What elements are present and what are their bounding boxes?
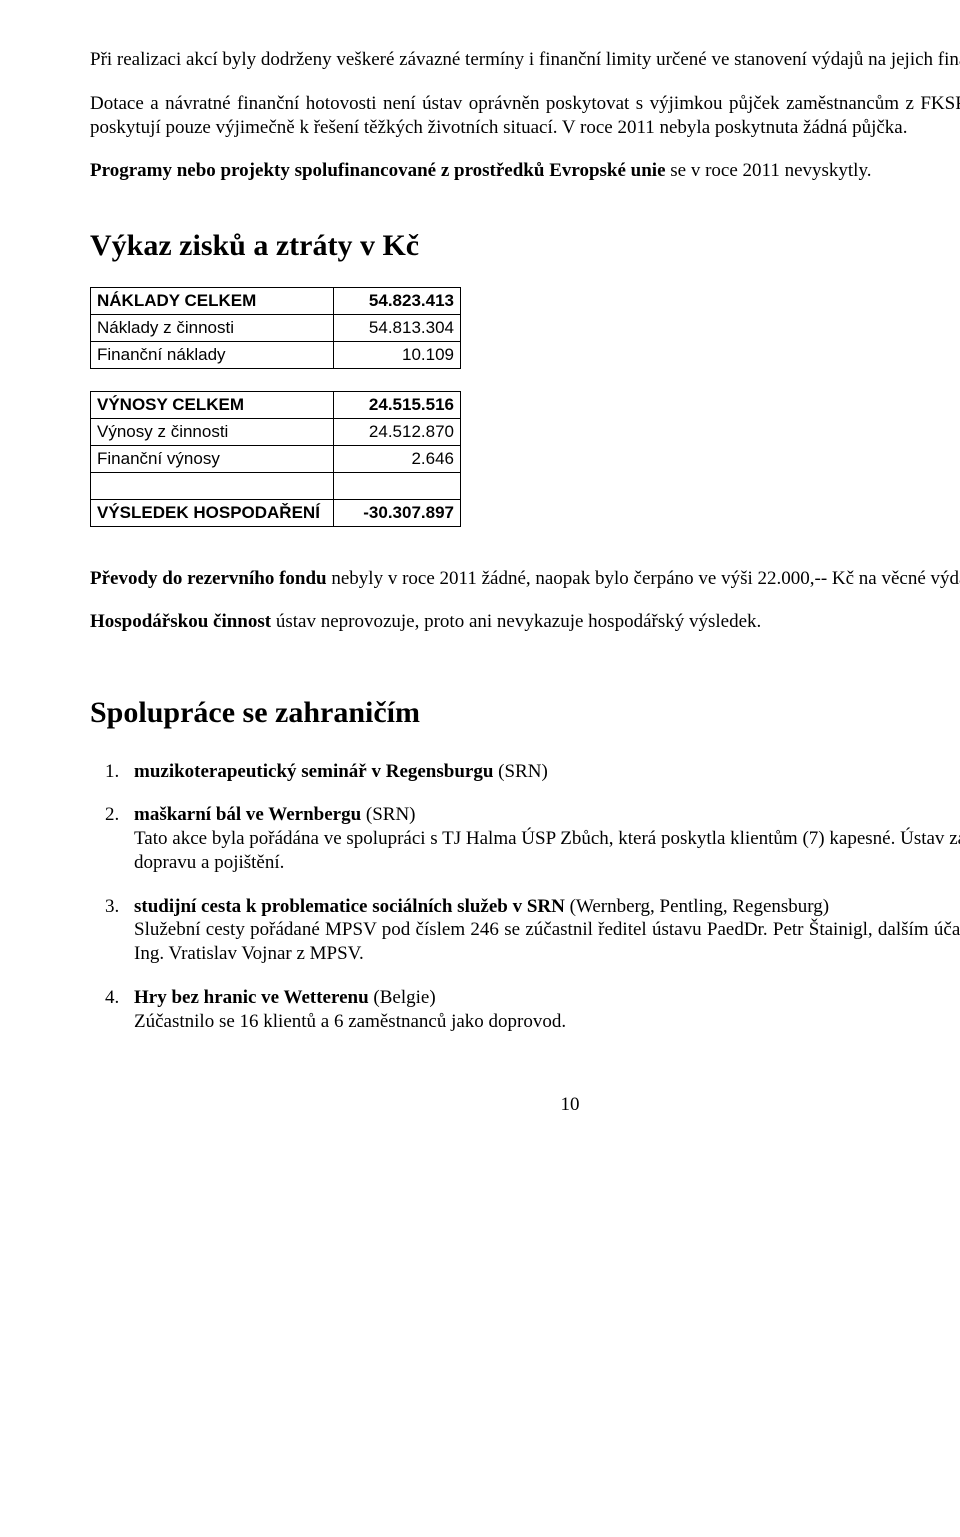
table-row: VÝNOSY CELKEM 24.515.516 — [91, 391, 461, 418]
list-item: Hry bez hranic ve Wetterenu (Belgie) Zúč… — [124, 986, 960, 1034]
list-item: muzikoterapeutický seminář v Regensburgu… — [124, 760, 960, 784]
paragraph-3-rest: se v roce 2011 nevyskytly. — [666, 160, 872, 181]
list-item-suffix: (SRN) — [361, 804, 415, 825]
heading-profit-loss: Výkaz zisků a ztráty v Kč — [90, 227, 960, 265]
cell-label: Finanční náklady — [91, 341, 334, 368]
table-row: Výnosy z činnosti 24.512.870 — [91, 418, 461, 445]
list-item-body: Zúčastnilo se 16 klientů a 6 zaměstnanců… — [134, 1010, 960, 1034]
list-item-title: Hry bez hranic ve Wetterenu — [134, 987, 369, 1008]
paragraph-3-bold: Programy nebo projekty spolufinancované … — [90, 160, 666, 181]
paragraph-3: Programy nebo projekty spolufinancované … — [90, 159, 960, 183]
list-item-suffix: (SRN) — [493, 761, 547, 782]
list-item-suffix: (Wernberg, Pentling, Regensburg) — [565, 896, 829, 917]
paragraph-4-rest: nebyly v roce 2011 žádné, naopak bylo če… — [327, 568, 960, 589]
list-item: maškarní bál ve Wernbergu (SRN) Tato akc… — [124, 803, 960, 874]
list-item: studijní cesta k problematice sociálních… — [124, 895, 960, 966]
table-row: Náklady z činnosti 54.813.304 — [91, 314, 461, 341]
cell-empty — [91, 472, 334, 499]
cell-label: NÁKLADY CELKEM — [91, 287, 334, 314]
list-item-title: maškarní bál ve Wernbergu — [134, 804, 361, 825]
cell-empty — [334, 472, 461, 499]
table-row: Finanční výnosy 2.646 — [91, 445, 461, 472]
cell-value: 24.512.870 — [334, 418, 461, 445]
page-number: 10 — [90, 1093, 960, 1117]
cell-value: 54.823.413 — [334, 287, 461, 314]
cell-value: 24.515.516 — [334, 391, 461, 418]
finance-table-1: NÁKLADY CELKEM 54.823.413 Náklady z činn… — [90, 287, 461, 369]
cell-label: Výnosy z činnosti — [91, 418, 334, 445]
cell-label: Náklady z činnosti — [91, 314, 334, 341]
cell-value: 10.109 — [334, 341, 461, 368]
cell-label: VÝNOSY CELKEM — [91, 391, 334, 418]
cell-value: 54.813.304 — [334, 314, 461, 341]
cell-label: VÝSLEDEK HOSPODAŘENÍ — [91, 499, 334, 526]
paragraph-5: Hospodářskou činnost ústav neprovozuje, … — [90, 610, 960, 634]
paragraph-2: Dotace a návratné finanční hotovosti nen… — [90, 92, 960, 140]
table-row: VÝSLEDEK HOSPODAŘENÍ -30.307.897 — [91, 499, 461, 526]
cell-value: 2.646 — [334, 445, 461, 472]
finance-table-2: VÝNOSY CELKEM 24.515.516 Výnosy z činnos… — [90, 391, 461, 527]
paragraph-1: Při realizaci akcí byly dodrženy veškeré… — [90, 48, 960, 72]
list-item-title: studijní cesta k problematice sociálních… — [134, 896, 565, 917]
heading-cooperation: Spolupráce se zahraničím — [90, 694, 960, 732]
cell-value: -30.307.897 — [334, 499, 461, 526]
list-item-title: muzikoterapeutický seminář v Regensburgu — [134, 761, 493, 782]
table-row: NÁKLADY CELKEM 54.823.413 — [91, 287, 461, 314]
table-gap — [90, 369, 960, 391]
paragraph-4-bold: Převody do rezervního fondu — [90, 568, 327, 589]
list-item-body: Tato akce byla pořádána ve spolupráci s … — [134, 827, 960, 875]
paragraph-5-rest: ústav neprovozuje, proto ani nevykazuje … — [271, 611, 761, 632]
table-row: Finanční náklady 10.109 — [91, 341, 461, 368]
cooperation-list: muzikoterapeutický seminář v Regensburgu… — [90, 760, 960, 1034]
list-item-body: Služební cesty pořádané MPSV pod číslem … — [134, 918, 960, 966]
cell-label: Finanční výnosy — [91, 445, 334, 472]
list-item-suffix: (Belgie) — [369, 987, 436, 1008]
paragraph-4: Převody do rezervního fondu nebyly v roc… — [90, 567, 960, 591]
paragraph-5-bold: Hospodářskou činnost — [90, 611, 271, 632]
table-row — [91, 472, 461, 499]
